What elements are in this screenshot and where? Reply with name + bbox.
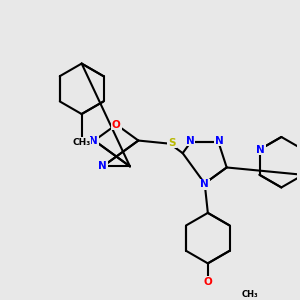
Text: O: O bbox=[203, 277, 212, 287]
Text: CH₃: CH₃ bbox=[73, 138, 91, 147]
Text: N: N bbox=[186, 136, 194, 146]
Text: O: O bbox=[112, 120, 121, 130]
Text: N: N bbox=[200, 179, 209, 190]
Text: N: N bbox=[215, 136, 224, 146]
Text: N: N bbox=[98, 161, 107, 171]
Text: CH₃: CH₃ bbox=[242, 290, 258, 299]
Text: N: N bbox=[256, 145, 265, 154]
Text: S: S bbox=[168, 138, 176, 148]
Text: N: N bbox=[89, 136, 98, 146]
